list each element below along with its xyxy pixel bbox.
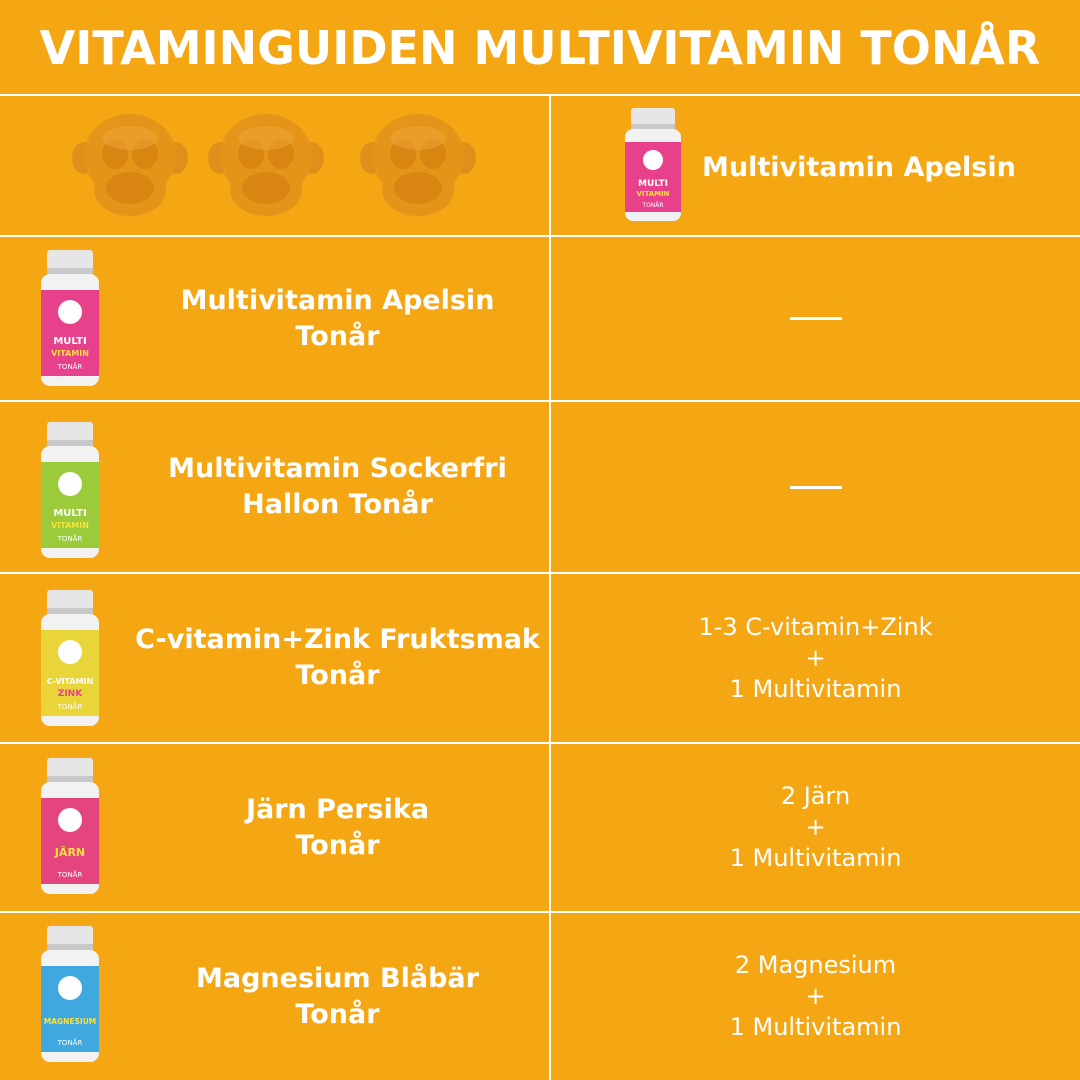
- product-name-cell: C-vitamin+Zink Fruktsmak Tonår: [120, 574, 555, 742]
- grid-line: [549, 94, 551, 1080]
- combination-line: 1 Multivitamin: [729, 674, 902, 703]
- grid-line: [0, 742, 1080, 744]
- jar-label: MAGNESIUM: [44, 1017, 97, 1026]
- product-name: Järn Persika: [245, 793, 430, 825]
- product-name: Magnesium Blåbär: [196, 962, 479, 994]
- monkey-gummy-icon: [208, 114, 324, 216]
- jar-label: TONÅR: [641, 202, 663, 209]
- grid-line: [0, 911, 1080, 913]
- product-jar-icon: MULTI VITAMIN TONÅR: [41, 250, 99, 386]
- product-name: Tonår: [295, 660, 380, 691]
- jar-label: TONÅR: [57, 870, 83, 879]
- combination-plus: +: [805, 982, 826, 1010]
- grid-line: [0, 94, 1080, 96]
- product-name: C-vitamin+Zink Fruktsmak: [135, 624, 540, 655]
- jar-label: ZINK: [58, 689, 83, 699]
- grid-line: [0, 572, 1080, 574]
- product-jar-icon: JÄRN TONÅR: [41, 758, 99, 894]
- product-name: Multivitamin Apelsin: [180, 284, 495, 316]
- grid-line: [0, 235, 1080, 237]
- combination-line: 2 Järn: [780, 782, 851, 810]
- combination-cell: 2 Järn + 1 Multivitamin: [551, 744, 1080, 911]
- jar-label: TONÅR: [57, 534, 83, 543]
- product-name-cell: Multivitamin Sockerfri Hallon Tonår: [120, 402, 555, 572]
- jar-label: JÄRN: [54, 845, 85, 859]
- page-title: VITAMINGUIDEN MULTIVITAMIN TONÅR: [39, 20, 1041, 75]
- product-name-cell: Multivitamin Apelsin Tonår: [120, 237, 555, 400]
- product-name-cell: Magnesium Blåbär Tonår: [120, 913, 555, 1080]
- jar-label: MULTI: [638, 179, 668, 189]
- combination-line: 1 Multivitamin: [729, 844, 902, 872]
- jar-label: TONÅR: [57, 702, 83, 711]
- jar-label: VITAMIN: [636, 190, 669, 198]
- combination-cell: [551, 402, 1080, 572]
- product-name: Tonår: [295, 998, 380, 1030]
- product-name-cell: Järn Persika Tonår: [120, 744, 555, 911]
- jar-label: MULTI: [53, 508, 86, 519]
- monkey-gummy-icon: [72, 114, 188, 216]
- jar-label: TONÅR: [57, 362, 83, 371]
- jar-label: MULTI: [53, 336, 86, 347]
- dash: [789, 317, 842, 320]
- jar-label: C-VITAMIN: [47, 677, 94, 686]
- jar-label: TONÅR: [57, 1038, 83, 1047]
- combination-plus: +: [805, 643, 826, 672]
- monkey-gummy-icon: [360, 114, 476, 216]
- combination-cell: 1-3 C-vitamin+Zink + 1 Multivitamin: [551, 574, 1080, 742]
- combination-cell: 2 Magnesium + 1 Multivitamin: [551, 913, 1080, 1080]
- combination-line: 1-3 C-vitamin+Zink: [698, 612, 933, 641]
- product-jar-icon: MULTI VITAMIN TONÅR: [41, 422, 99, 558]
- dash: [789, 485, 842, 489]
- product-name: Hallon Tonår: [242, 489, 433, 520]
- product-name: Tonår: [295, 320, 380, 352]
- combination-line: 1 Multivitamin: [729, 1013, 902, 1041]
- jar-label: VITAMIN: [51, 349, 89, 358]
- header-product-name: Multivitamin Apelsin: [702, 152, 1016, 183]
- product-jar-icon: MULTI VITAMIN TONÅR: [625, 108, 681, 221]
- grid-line: [0, 400, 1080, 402]
- combination-plus: +: [805, 813, 826, 841]
- combination-line: 2 Magnesium: [734, 951, 897, 979]
- jar-label: VITAMIN: [51, 521, 89, 530]
- product-name: Tonår: [295, 829, 380, 861]
- product-jar-icon: MAGNESIUM TONÅR: [41, 926, 99, 1062]
- product-jar-icon: C-VITAMIN ZINK TONÅR: [41, 590, 99, 726]
- product-name: Multivitamin Sockerfri: [168, 453, 507, 484]
- combination-cell: [551, 237, 1080, 400]
